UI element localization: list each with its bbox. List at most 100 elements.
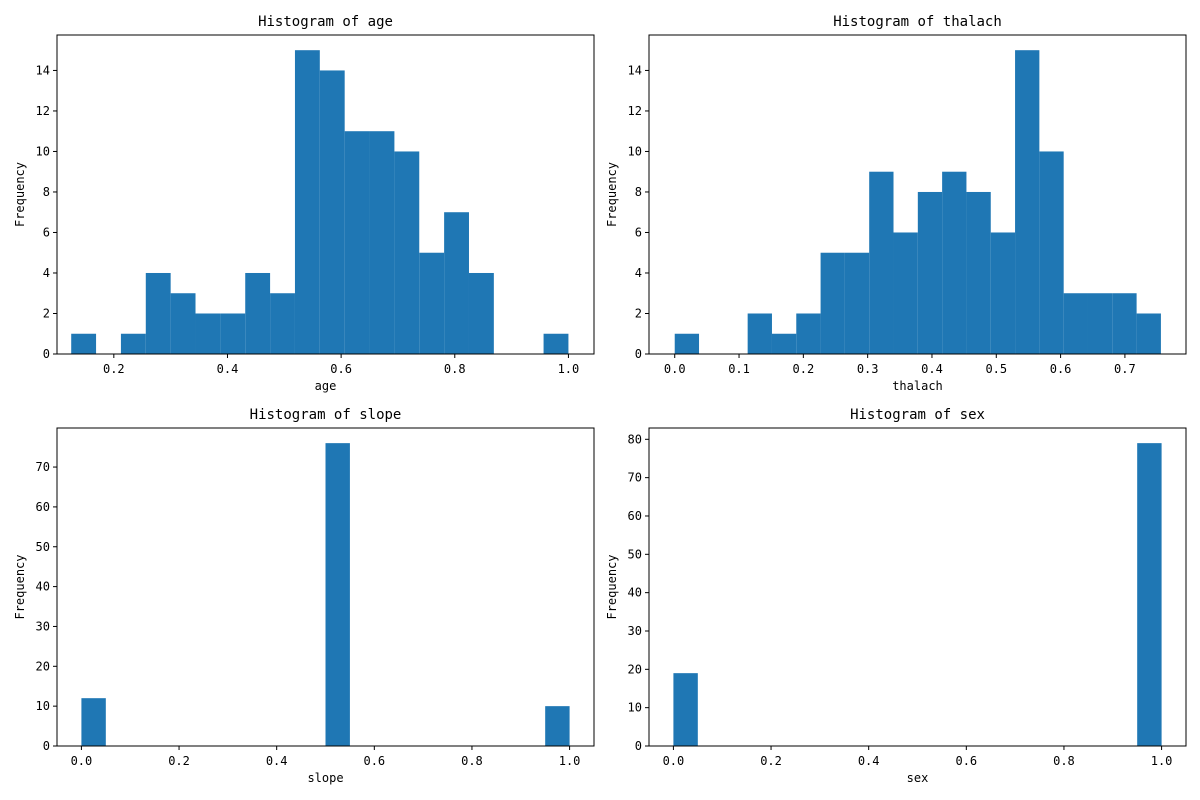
y-tick-label: 40 (628, 586, 642, 600)
y-tick-label: 0 (43, 347, 50, 361)
histogram-bar (294, 50, 320, 354)
x-tick-label: 0.4 (858, 754, 880, 768)
y-tick-label: 60 (36, 500, 50, 514)
x-tick-label: 0.0 (664, 362, 686, 376)
y-tick-label: 4 (635, 266, 642, 280)
y-tick-label: 80 (628, 432, 642, 446)
x-axis-label: age (315, 379, 337, 393)
y-tick-label: 60 (628, 509, 642, 523)
histogram-bar (844, 252, 870, 354)
y-tick-label: 6 (43, 225, 50, 239)
histogram-bar (81, 698, 106, 746)
x-axis-label: sex (907, 771, 929, 785)
histogram-bar (344, 131, 370, 354)
x-tick-label: 0.8 (444, 362, 466, 376)
histogram-panel: 0.0 0.2 0.4 0.6 0.8 1.0 0 10 20 30 40 50 60 70 Histogr… (13, 407, 595, 785)
histogram-bar (942, 171, 967, 354)
histogram-bar (893, 232, 918, 354)
histogram-bar (195, 313, 221, 354)
x-tick-label: 0.4 (217, 362, 239, 376)
histogram-bar (543, 333, 569, 354)
x-tick-label: 0.2 (168, 754, 190, 768)
histogram-panel: 0.2 0.4 0.6 0.8 1.0 0 2 4 6 8 10 12 14 Histogram of a… (13, 14, 595, 393)
histogram-bar (369, 131, 395, 354)
histogram-bar (1137, 443, 1162, 746)
y-tick-label: 2 (635, 306, 642, 320)
y-tick-label: 10 (36, 144, 50, 158)
histogram-bar (145, 272, 171, 354)
x-tick-label: 1.0 (559, 754, 581, 768)
x-axis-label: slope (307, 771, 343, 785)
histogram-bar (917, 191, 943, 354)
y-tick-label: 0 (635, 739, 642, 753)
histogram-bar (1015, 50, 1040, 354)
chart-title: Histogram of sex (850, 407, 985, 423)
x-tick-label: 0.8 (1053, 754, 1075, 768)
x-tick-label: 0.6 (955, 754, 977, 768)
y-tick-label: 30 (628, 624, 642, 638)
histogram-bar (245, 272, 271, 354)
histogram-bar (820, 252, 845, 354)
histogram-bar (170, 293, 196, 354)
histogram-bar (270, 293, 295, 354)
axes-frame (648, 34, 1187, 355)
histogram-bar (120, 333, 146, 354)
x-tick-label: 0.4 (266, 754, 288, 768)
histogram-bar (1087, 293, 1113, 354)
x-tick-label: 0.3 (857, 362, 879, 376)
histogram-bar (394, 151, 420, 354)
y-tick-label: 10 (628, 701, 642, 715)
histogram-bar (1136, 313, 1161, 354)
histogram-bar (1112, 293, 1137, 354)
y-tick-label: 12 (628, 104, 642, 118)
y-tick-label: 20 (628, 662, 642, 676)
y-tick-label: 4 (43, 266, 50, 280)
y-tick-label: 50 (628, 547, 642, 561)
y-axis-label: Frequency (13, 162, 27, 227)
histogram-bar (966, 191, 991, 354)
x-tick-label: 0.6 (1050, 362, 1072, 376)
histogram-bar (1039, 151, 1064, 354)
histogram-panel: 0.0 0.2 0.4 0.6 0.8 1.0 0 10 20 30 40 50 60 70 80 Histo… (605, 407, 1187, 785)
histogram-bar (990, 232, 1016, 354)
histogram-bar (220, 313, 246, 354)
y-tick-label: 0 (43, 739, 50, 753)
y-tick-label: 50 (36, 540, 50, 554)
y-tick-label: 8 (635, 185, 642, 199)
histogram-panel: 0.0 0.1 0.2 0.3 0.4 0.5 0.6 0.7 0 2 4 6 8 10 12 14 Histo… (605, 14, 1187, 393)
y-tick-label: 14 (36, 63, 50, 77)
y-tick-label: 12 (36, 104, 50, 118)
histogram-bar (1063, 293, 1088, 354)
y-tick-label: 8 (43, 185, 50, 199)
x-tick-label: 0.0 (663, 754, 685, 768)
x-tick-label: 0.2 (103, 362, 125, 376)
histogram-bar (747, 313, 772, 354)
y-axis-label: Frequency (605, 554, 619, 619)
histogram-bar (71, 333, 97, 354)
chart-title: Histogram of thalach (833, 14, 1002, 30)
y-tick-label: 10 (628, 144, 642, 158)
y-tick-label: 2 (43, 306, 50, 320)
x-tick-label: 0.4 (921, 362, 943, 376)
y-tick-label: 6 (635, 225, 642, 239)
histogram-bar (796, 313, 821, 354)
x-tick-label: 0.7 (1114, 362, 1136, 376)
x-tick-label: 0.6 (330, 362, 352, 376)
histogram-bar (325, 443, 350, 746)
y-axis-label: Frequency (13, 554, 27, 619)
x-tick-label: 0.2 (760, 754, 782, 768)
x-tick-label: 1.0 (1151, 754, 1173, 768)
histogram-bar (869, 171, 894, 354)
y-tick-label: 10 (36, 699, 50, 713)
y-tick-label: 40 (36, 580, 50, 594)
y-tick-label: 20 (36, 659, 50, 673)
y-tick-label: 0 (635, 347, 642, 361)
x-axis-label: thalach (892, 379, 943, 393)
x-tick-label: 0.8 (461, 754, 483, 768)
chart-title: Histogram of slope (250, 407, 402, 423)
histogram-bar (545, 706, 570, 746)
histogram-bar (468, 272, 494, 354)
axes-frame (56, 34, 595, 355)
x-tick-label: 0.6 (363, 754, 385, 768)
histogram-bar (674, 333, 700, 354)
